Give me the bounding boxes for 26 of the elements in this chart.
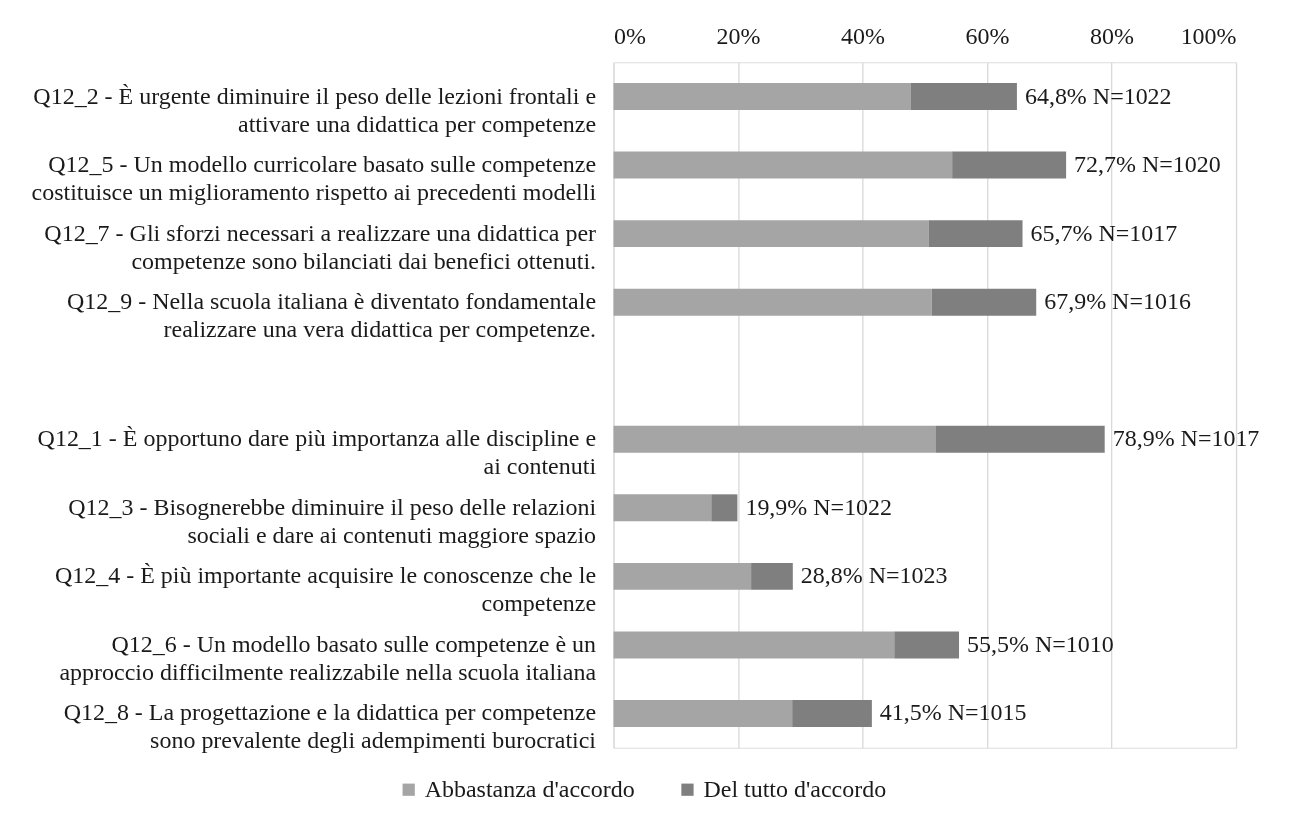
total-label: 78,9% N=1017 <box>1112 425 1260 452</box>
legend-label: Abbastanza d'accordo <box>424 775 635 802</box>
total-label: 64,8% N=1022 <box>1024 82 1172 109</box>
legend-label: Del tutto d'accordo <box>703 775 887 802</box>
total-label: 65,7% N=1017 <box>1030 219 1178 246</box>
y-tick-label: Q12_8 - La progettazione e la didattica per competenze sono prevalente degli adempimenti burocratici <box>63 699 597 754</box>
total-label: 55,5% N=1010 <box>967 630 1114 657</box>
x-tick-label: 40% <box>841 22 886 49</box>
y-tick-label: Q12_2 - È urgente diminuire il peso delle lezioni frontali e attivare una didattica per competenze <box>33 82 597 137</box>
total-label: 28,8% N=1023 <box>800 562 948 589</box>
x-tick-label: 60% <box>965 22 1010 49</box>
y-tick-label: Q12_6 - Un modello basato sulle competenze è un approccio difficilmente realizzabile nella scuola italiana <box>59 630 597 685</box>
y-tick-label: Q12_1 - È opportuno dare più importanza alle discipline e ai contenuti <box>37 425 597 480</box>
y-tick-label: Q12_3 - Bisognerebbe diminuire il peso delle relazioni sociali e dare ai contenuti maggiore spazio <box>68 493 597 548</box>
y-tick-label: Q12_5 - Un modello curricolare basato sulle competenze costituisce un miglioramento rispetto ai precedenti modelli <box>31 151 597 206</box>
y-tick-label: Q12_4 - È più importante acquisire le conoscenze che le competenze <box>54 562 597 617</box>
x-tick-label: 100% <box>1180 22 1237 49</box>
y-tick-label: Q12_7 - Gli sforzi necessari a realizzare una didattica per competenze sono bilanciati dai benefici ottenuti. <box>44 219 597 274</box>
total-label: 72,7% N=1020 <box>1074 151 1221 178</box>
total-label: 19,9% N=1022 <box>745 493 893 520</box>
total-label: 67,9% N=1016 <box>1044 288 1191 315</box>
x-tick-label: 20% <box>716 22 761 49</box>
total-label: 41,5% N=1015 <box>879 699 1027 726</box>
y-tick-label: Q12_9 - Nella scuola italiana è diventato fondamentale realizzare una vera didattica per competenze. <box>66 288 597 343</box>
x-tick-label: 0% <box>614 22 647 49</box>
x-tick-label: 80% <box>1090 22 1135 49</box>
